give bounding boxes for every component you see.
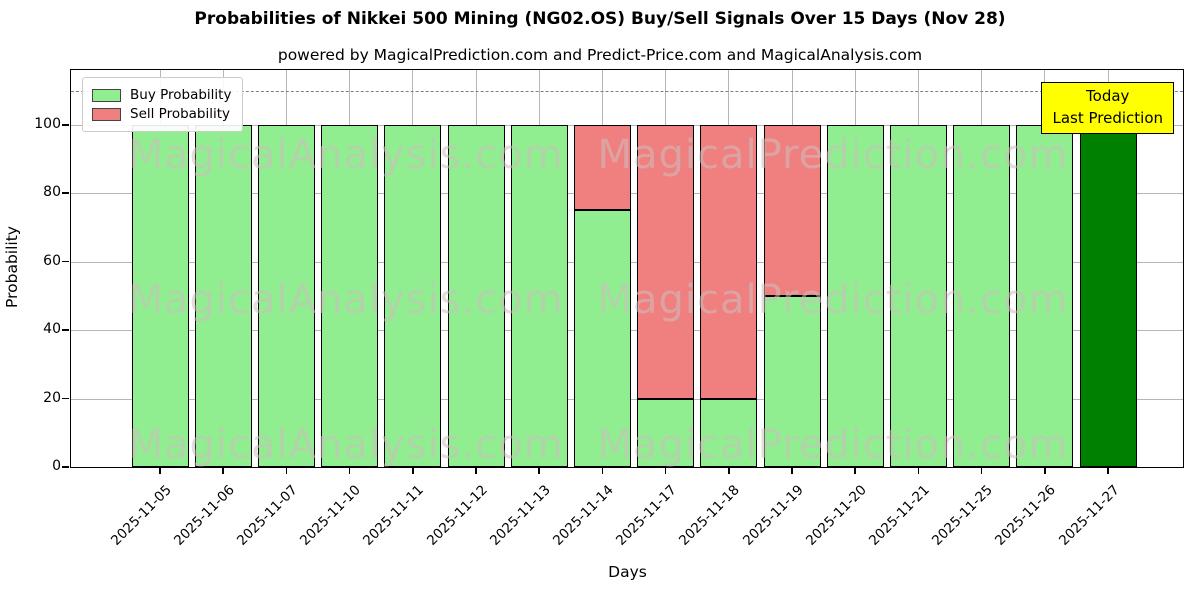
x-tick-mark <box>917 468 920 474</box>
bar-buy-segment <box>321 124 379 467</box>
x-tick-mark <box>222 468 224 474</box>
x-tick-label: 2025-11-21 <box>865 482 933 549</box>
bar-buy-segment <box>1079 124 1137 467</box>
x-tick-label: 2025-11-13 <box>486 482 554 549</box>
bar-buy-segment <box>700 398 758 467</box>
y-tick-label: 40 <box>43 321 61 338</box>
bar-buy-segment <box>447 124 505 467</box>
bar-buy-segment <box>637 398 695 467</box>
y-tick-label: 100 <box>34 115 61 132</box>
bar-sell-segment <box>763 124 821 296</box>
bar-buy-segment <box>131 124 189 467</box>
x-tick-label: 2025-11-17 <box>613 482 680 549</box>
today-annotation-box: Today Last Prediction <box>1041 82 1174 134</box>
legend-label-sell: Sell Probability <box>130 106 231 122</box>
x-tick-label: 2025-11-06 <box>170 482 238 549</box>
x-tick-mark <box>854 468 856 474</box>
bar-buy-segment <box>889 124 947 467</box>
x-tick-label: 2025-11-14 <box>549 482 617 549</box>
x-tick-mark <box>980 468 983 474</box>
legend-item-sell: Sell Probability <box>92 106 231 122</box>
x-tick-mark <box>285 468 288 474</box>
x-tick-mark <box>664 468 667 474</box>
today-annotation-line1: Today <box>1086 87 1130 105</box>
bar-buy-segment <box>826 124 884 467</box>
x-tick-mark <box>791 468 793 474</box>
bar-sell-segment <box>700 124 758 399</box>
y-tick-mark <box>62 260 69 263</box>
x-tick-label: 2025-11-25 <box>929 482 996 549</box>
y-tick-label: 80 <box>43 184 61 201</box>
y-tick-mark <box>62 466 69 468</box>
bar-buy-segment <box>194 124 252 467</box>
y-tick-label: 0 <box>52 458 61 474</box>
x-tick-label: 2025-11-18 <box>676 482 744 549</box>
bar-buy-segment <box>510 124 568 467</box>
x-tick-label: 2025-11-12 <box>423 482 491 549</box>
x-tick-label: 2025-11-05 <box>107 482 175 549</box>
chart-subtitle: powered by MagicalPrediction.com and Pre… <box>277 46 923 64</box>
x-tick-mark <box>412 468 414 474</box>
y-tick-mark <box>62 397 69 400</box>
x-tick-mark <box>475 468 477 474</box>
x-tick-label: 2025-11-27 <box>1055 482 1123 549</box>
legend-label-buy: Buy Probability <box>130 87 232 103</box>
buy-color-swatch <box>92 88 121 102</box>
x-tick-label: 2025-11-07 <box>233 482 301 549</box>
bar-buy-segment <box>1016 124 1074 467</box>
bar-buy-segment <box>763 295 821 467</box>
x-tick-mark <box>159 468 161 474</box>
y-tick-mark <box>62 329 69 331</box>
x-tick-label: 2025-11-11 <box>360 482 428 549</box>
bar-buy-segment <box>257 124 315 467</box>
x-tick-label: 2025-11-10 <box>297 482 364 549</box>
bar-buy-segment <box>384 124 442 467</box>
y-tick-label: 20 <box>43 389 61 406</box>
x-tick-mark <box>728 468 730 474</box>
x-tick-label: 2025-11-19 <box>739 482 807 549</box>
today-annotation-line2: Last Prediction <box>1052 108 1163 127</box>
bar-buy-segment <box>573 210 631 467</box>
bar-sell-segment <box>573 124 631 211</box>
y-tick-label: 60 <box>43 252 61 269</box>
legend: Buy Probability Sell Probability <box>82 77 244 132</box>
x-tick-mark <box>538 468 540 474</box>
x-axis-label: Days <box>608 563 647 581</box>
x-tick-label: 2025-11-20 <box>802 482 870 549</box>
x-tick-mark <box>1044 468 1046 474</box>
bar-sell-segment <box>637 124 695 399</box>
chart-title: Probabilities of Nikkei 500 Mining (NG02… <box>194 9 1006 29</box>
bar-buy-segment <box>953 124 1011 467</box>
y-tick-mark <box>62 192 69 194</box>
plot-area: Buy Probability Sell Probability Today L… <box>34 69 1184 474</box>
x-tick-mark <box>348 468 351 474</box>
dashed-threshold-line <box>71 90 1183 92</box>
x-tick-mark <box>601 468 604 474</box>
sell-color-swatch <box>92 107 121 121</box>
x-tick-label: 2025-11-26 <box>992 482 1060 549</box>
legend-item-buy: Buy Probability <box>92 87 231 103</box>
y-tick-mark <box>62 124 69 126</box>
x-tick-mark <box>1107 468 1109 474</box>
